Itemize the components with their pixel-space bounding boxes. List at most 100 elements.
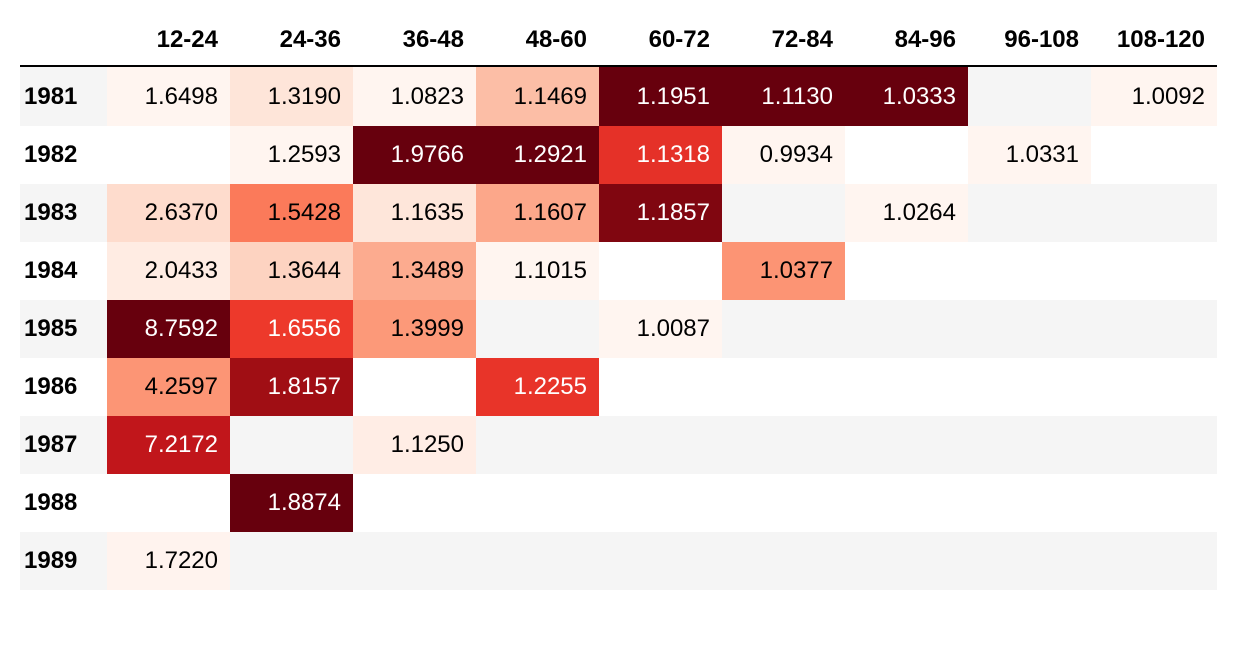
heatmap-cell: 8.7592	[107, 300, 230, 358]
heatmap-cell: 1.7220	[107, 532, 230, 590]
row-label-1981: 1981	[24, 82, 78, 110]
heatmap-cell	[599, 474, 722, 532]
heatmap-body: 1981 1.6498 1.3190 1.0823 1.1469 1.1951 1.1130…	[20, 66, 1217, 590]
heatmap-cell: 1.3190	[230, 66, 353, 126]
heatmap-cell	[353, 532, 476, 590]
table-row: 1986 4.2597 1.8157 1.2255	[20, 358, 1217, 416]
heatmap-cell: 4.2597	[107, 358, 230, 416]
heatmap-cell	[722, 474, 845, 532]
column-header-60-72: 60-72	[648, 25, 710, 53]
row-label-1983: 1983	[24, 199, 78, 226]
column-header-84-96: 84-96	[894, 25, 956, 53]
heatmap-cell: 1.2593	[230, 126, 353, 184]
column-header-12-24: 12-24	[156, 25, 218, 53]
heatmap-cell: 1.1015	[476, 242, 599, 300]
table-row: 1982 1.2593 1.9766 1.2921 1.1318 0.9934 1.0331	[20, 126, 1217, 184]
table-row: 1981 1.6498 1.3190 1.0823 1.1469 1.1951 1.1130…	[20, 66, 1217, 126]
column-header-row-group: 12-24 24-36 36-48 48-60 60-72 72-84 84-96 96-10…	[20, 14, 1217, 66]
heatmap-cell: 1.2921	[476, 126, 599, 184]
column-header-72-84: 72-84	[771, 25, 833, 53]
heatmap-cell	[845, 532, 968, 590]
heatmap-cell	[845, 300, 968, 358]
heatmap-cell	[1091, 416, 1217, 474]
heatmap-cell	[722, 416, 845, 474]
heatmap-cell	[722, 532, 845, 590]
heatmap-cell	[230, 532, 353, 590]
heatmap-cell	[845, 416, 968, 474]
heatmap-cell: 1.6498	[107, 66, 230, 126]
heatmap-cell: 1.3644	[230, 242, 353, 300]
heatmap-cell: 1.1130	[722, 66, 845, 126]
corner-cell	[20, 14, 107, 66]
column-header-96-108: 96-108	[1004, 25, 1079, 53]
heatmap-cell	[353, 474, 476, 532]
heatmap-cell: 1.3489	[353, 242, 476, 300]
heatmap-cell: 1.0377	[722, 242, 845, 300]
heatmap-cell	[845, 126, 968, 184]
heatmap-cell: 1.0087	[599, 300, 722, 358]
heatmap-cell: 1.1250	[353, 416, 476, 474]
heatmap-cell	[722, 358, 845, 416]
row-label-1988: 1988	[24, 489, 78, 516]
heatmap-cell	[476, 416, 599, 474]
heatmap-cell: 1.3999	[353, 300, 476, 358]
heatmap-cell	[845, 474, 968, 532]
heatmap-cell: 1.6556	[230, 300, 353, 358]
row-label-1987: 1987	[24, 431, 78, 458]
table-row: 1988 1.8874	[20, 474, 1217, 532]
heatmap-cell: 1.0264	[845, 184, 968, 242]
heatmap-cell	[230, 416, 353, 474]
heatmap-cell	[1091, 358, 1217, 416]
heatmap-cell	[968, 358, 1091, 416]
column-header-24-36: 24-36	[279, 25, 341, 53]
heatmap-cell	[107, 474, 230, 532]
heatmap-cell: 2.0433	[107, 242, 230, 300]
heatmap-cell: 1.0333	[845, 66, 968, 126]
column-header-48-60: 48-60	[525, 25, 587, 53]
row-label-1984: 1984	[24, 257, 78, 284]
column-header-108-120: 108-120	[1116, 25, 1205, 53]
heatmap-cell	[1091, 126, 1217, 184]
row-label-1985: 1985	[24, 315, 78, 342]
heatmap-cell: 1.1635	[353, 184, 476, 242]
heatmap-cell	[1091, 242, 1217, 300]
heatmap-cell: 2.6370	[107, 184, 230, 242]
heatmap-cell	[476, 300, 599, 358]
heatmap-cell	[722, 184, 845, 242]
heatmap-cell: 1.5428	[230, 184, 353, 242]
heatmap-cell	[1091, 532, 1217, 590]
heatmap-cell: 1.1951	[599, 66, 722, 126]
heatmap-cell: 0.9934	[722, 126, 845, 184]
heatmap-cell	[599, 532, 722, 590]
table-row: 1987 7.2172 1.1250	[20, 416, 1217, 474]
table-row: 1984 2.0433 1.3644 1.3489 1.1015 1.0377	[20, 242, 1217, 300]
heatmap-cell	[722, 300, 845, 358]
heatmap-cell: 1.9766	[353, 126, 476, 184]
heatmap-cell	[968, 416, 1091, 474]
heatmap-cell: 1.0823	[353, 66, 476, 126]
heatmap-cell	[1091, 474, 1217, 532]
heatmap-cell	[845, 358, 968, 416]
column-header-row: 12-24 24-36 36-48 48-60 60-72 72-84 84-96 96-10…	[20, 14, 1217, 66]
heatmap-cell	[968, 184, 1091, 242]
heatmap-cell	[1091, 300, 1217, 358]
heatmap-cell: 1.8157	[230, 358, 353, 416]
heatmap-cell: 1.1607	[476, 184, 599, 242]
column-header-36-48: 36-48	[402, 25, 464, 53]
table-row: 1983 2.6370 1.5428 1.1635 1.1607 1.1857 1.0264	[20, 184, 1217, 242]
heatmap-cell: 1.1469	[476, 66, 599, 126]
heatmap-cell	[968, 474, 1091, 532]
heatmap-cell: 1.0331	[968, 126, 1091, 184]
heatmap-cell: 1.1318	[599, 126, 722, 184]
heatmap-table: 12-24 24-36 36-48 48-60 60-72 72-84 84-96 96-10…	[20, 14, 1217, 590]
heatmap-cell	[476, 532, 599, 590]
heatmap-cell	[599, 358, 722, 416]
heatmap-cell	[1091, 184, 1217, 242]
heatmap-cell	[968, 242, 1091, 300]
row-label-1982: 1982	[24, 141, 78, 168]
heatmap-cell	[845, 242, 968, 300]
heatmap-cell	[968, 300, 1091, 358]
row-label-1986: 1986	[24, 373, 78, 400]
heatmap-cell: 1.0092	[1091, 66, 1217, 126]
